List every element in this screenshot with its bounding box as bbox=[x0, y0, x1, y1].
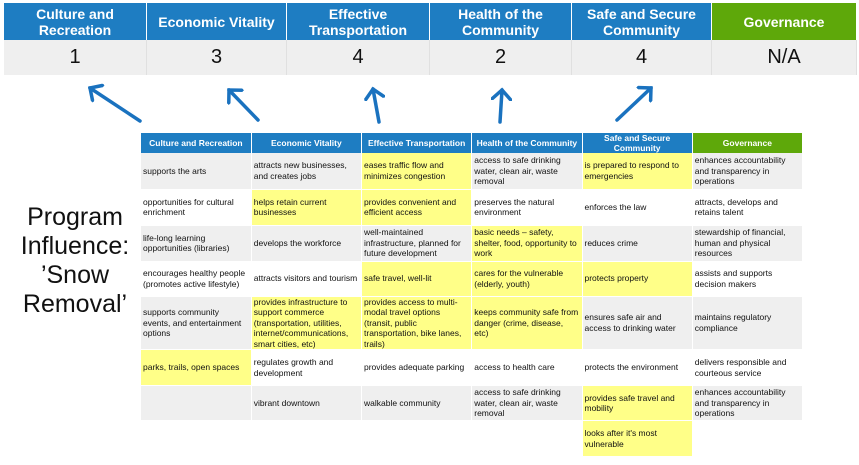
score-health: 2 bbox=[430, 40, 572, 75]
table-cell: protects the environment bbox=[582, 349, 693, 386]
score-culture: 1 bbox=[4, 40, 147, 75]
table-cell bbox=[141, 385, 252, 421]
score-transportation: 4 bbox=[287, 40, 430, 75]
score-safe: 4 bbox=[572, 40, 712, 75]
table-cell: access to health care bbox=[471, 349, 583, 386]
arrow-icon bbox=[373, 89, 379, 124]
table-cell: opportunities for cultural enrichment bbox=[141, 189, 252, 226]
table-cell bbox=[471, 420, 583, 457]
summary-header-transportation: Effective Transportation bbox=[287, 3, 430, 40]
table-cell: attracts new businesses, and creates job… bbox=[251, 153, 363, 190]
table-cell: provides safe travel and mobility bbox=[582, 385, 693, 421]
table-cell: life-long learning opportunities (librar… bbox=[141, 225, 252, 262]
summary-header-governance: Governance bbox=[712, 3, 857, 40]
table-cell: cares for the vulnerable (elderly, youth… bbox=[471, 261, 583, 297]
table-cell bbox=[251, 420, 363, 457]
col-governance: Governance bbox=[692, 133, 804, 153]
table-row: encourages healthy people (promotes acti… bbox=[141, 261, 804, 297]
table-row: supports community events, and entertain… bbox=[141, 296, 804, 350]
table-cell: walkable community bbox=[361, 385, 473, 421]
table-cell: ensures safe air and access to drinking … bbox=[582, 296, 693, 350]
score-economic: 3 bbox=[147, 40, 287, 75]
table-cell: assists and supports decision makers bbox=[692, 261, 804, 297]
table-row: parks, trails, open spaces regulates grow… bbox=[141, 349, 804, 386]
table-row: supports the arts attracts new businesses… bbox=[141, 153, 804, 190]
title-line: Removal’ bbox=[22, 290, 128, 318]
title-line: ’Snow bbox=[40, 261, 110, 289]
table-cell: preserves the natural environment bbox=[471, 189, 583, 226]
table-cell bbox=[361, 420, 473, 457]
table-cell: attracts, develops and retains talent bbox=[692, 189, 804, 226]
table-cell: safe travel, well-lit bbox=[361, 261, 473, 297]
col-economic: Economic Vitality bbox=[251, 133, 363, 153]
table-cell: protects property bbox=[582, 261, 693, 297]
program-title: Program Influence: ’Snow Removal’ bbox=[0, 203, 150, 319]
table-cell: delivers responsible and courteous servi… bbox=[692, 349, 804, 386]
table-cell: provides convenient and efficient access bbox=[361, 189, 473, 226]
title-line: Influence: bbox=[20, 232, 130, 260]
table-cell bbox=[141, 420, 252, 457]
arrow-icon bbox=[615, 88, 651, 122]
table-cell: supports the arts bbox=[141, 153, 252, 190]
table-cell: well-maintained infrastructure, planned … bbox=[361, 225, 473, 262]
summary-header-safe: Safe and Secure Community bbox=[572, 3, 712, 40]
influence-table: Culture and Recreation Economic Vitality… bbox=[141, 133, 804, 457]
arrow-icon bbox=[500, 90, 502, 124]
table-cell: vibrant downtown bbox=[251, 385, 363, 421]
table-cell bbox=[692, 420, 804, 457]
table-cell: eases traffic flow and minimizes congest… bbox=[361, 153, 473, 190]
table-row: life-long learning opportunities (librar… bbox=[141, 225, 804, 262]
table-cell: attracts visitors and tourism bbox=[251, 261, 363, 297]
summary-header-culture: Culture and Recreation bbox=[4, 3, 147, 40]
arrow-icon bbox=[90, 88, 142, 123]
table-cell: basic needs – safety, shelter, food, opp… bbox=[471, 225, 583, 262]
table-cell: is prepared to respond to emergencies bbox=[582, 153, 693, 190]
table-cell: supports community events, and entertain… bbox=[141, 296, 252, 350]
table-cell: provides infrastructure to support comme… bbox=[251, 296, 363, 350]
table-cell: provides adequate parking bbox=[361, 349, 473, 386]
table-cell: develops the workforce bbox=[251, 225, 363, 262]
table-row: looks after it's most vulnerable bbox=[141, 420, 804, 457]
col-transportation: Effective Transportation bbox=[361, 133, 473, 153]
arrows bbox=[0, 0, 859, 124]
table-cell: looks after it's most vulnerable bbox=[582, 420, 693, 457]
summary-header-health: Health of the Community bbox=[430, 3, 572, 40]
table-cell: regulates growth and development bbox=[251, 349, 363, 386]
table-cell: encourages healthy people (promotes acti… bbox=[141, 261, 252, 297]
col-safe: Safe and Secure Community bbox=[582, 133, 693, 153]
summary-header-economic: Economic Vitality bbox=[147, 3, 287, 40]
table-cell: enhances accountability and transparency… bbox=[692, 385, 804, 421]
table-cell: stewardship of financial, human and phys… bbox=[692, 225, 804, 262]
col-culture: Culture and Recreation bbox=[141, 133, 252, 153]
table-cell: reduces crime bbox=[582, 225, 693, 262]
title-line: Program bbox=[27, 203, 123, 231]
score-governance: N/A bbox=[712, 40, 857, 75]
table-cell: access to safe drinking water, clean air… bbox=[471, 153, 583, 190]
table-cell: keeps community safe from danger (crime,… bbox=[471, 296, 583, 350]
table-cell: enhances accountability and transparency… bbox=[692, 153, 804, 190]
table-cell: access to safe drinking water, clean air… bbox=[471, 385, 583, 421]
col-health: Health of the Community bbox=[471, 133, 583, 153]
table-row: vibrant downtown walkable community access… bbox=[141, 385, 804, 421]
table-cell: enforces the law bbox=[582, 189, 693, 226]
table-cell: provides access to multi-modal travel op… bbox=[361, 296, 473, 350]
summary-scores: Culture and Recreation Economic Vitality… bbox=[4, 3, 857, 75]
table-cell: helps retain current businesses bbox=[251, 189, 363, 226]
table-cell: maintains regulatory compliance bbox=[692, 296, 804, 350]
table-row: opportunities for cultural enrichment hel… bbox=[141, 189, 804, 226]
arrow-icon bbox=[229, 90, 260, 122]
table-cell: parks, trails, open spaces bbox=[141, 349, 252, 386]
